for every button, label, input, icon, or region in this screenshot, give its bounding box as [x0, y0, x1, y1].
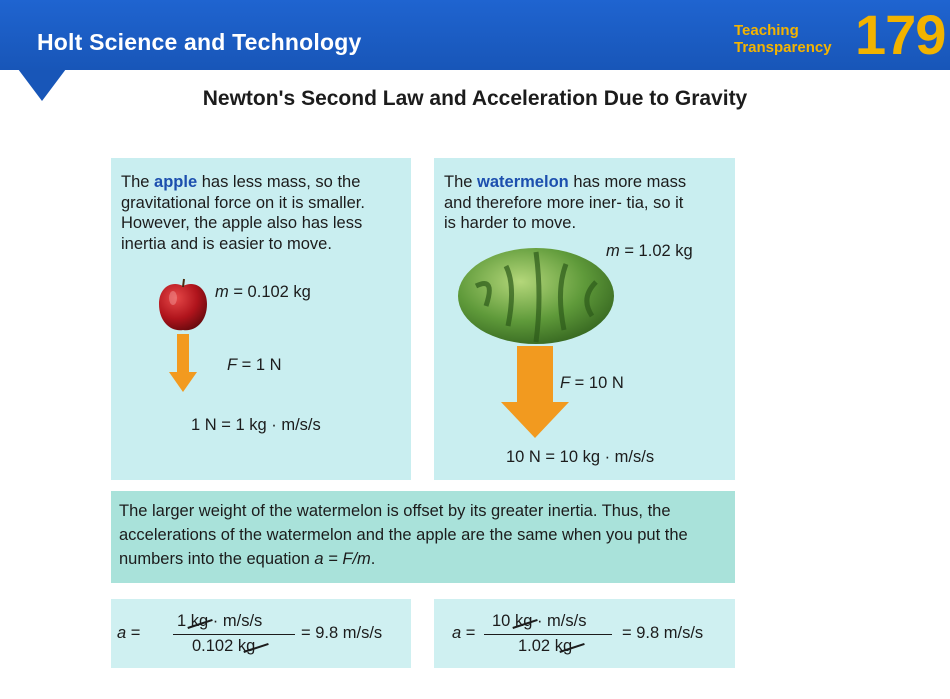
- watermelon-mass-value: = 1.02 kg: [619, 242, 693, 260]
- apple-text-before: The: [121, 173, 155, 191]
- summary-text: The larger weight of the watermelon is o…: [119, 499, 719, 571]
- apple-text-after: has less mass, so the gravitational forc…: [121, 173, 365, 253]
- watermelon-text-after: has more mass and therefore more iner- t…: [444, 173, 687, 232]
- watermelon-eq-numerator: 10 kg · m/s/s: [492, 612, 586, 631]
- watermelon-eq-lhs: a =: [452, 624, 475, 643]
- watermelon-mass-var: m: [606, 242, 620, 260]
- apple-num-value: 1: [177, 612, 191, 630]
- watermelon-den-value: 1.02: [518, 637, 555, 655]
- watermelon-mass-label: m = 1.02 kg: [606, 242, 693, 261]
- summary-equation: a = F/m: [314, 550, 371, 568]
- apple-panel: The apple has less mass, so the gravitat…: [111, 158, 411, 480]
- watermelon-force-var: F: [560, 374, 571, 392]
- apple-equation-panel: a = 1 kg · m/s/s 0.102 kg = 9.8 m/s/s: [111, 599, 411, 668]
- apple-force-label: F = 1 N: [227, 356, 282, 375]
- watermelon-eq-denominator: 1.02 kg: [518, 637, 572, 656]
- summary-text-before: The larger weight of the watermelon is o…: [119, 502, 688, 568]
- series-title: Holt Science and Technology: [37, 29, 362, 55]
- apple-den-value: 0.102: [192, 637, 238, 655]
- apple-force-arrow: [169, 334, 197, 392]
- watermelon-text-before: The: [444, 173, 478, 191]
- transparency-label-line2: Transparency: [734, 39, 832, 56]
- summary-box: The larger weight of the watermelon is o…: [111, 491, 735, 583]
- watermelon-force-value: = 10 N: [570, 374, 624, 392]
- watermelon-keyword: watermelon: [477, 173, 569, 191]
- apple-num-rest: · m/s/s: [208, 612, 263, 630]
- summary-text-after: .: [370, 550, 376, 568]
- apple-fraction-bar: [173, 634, 295, 635]
- watermelon-description: The watermelon has more mass and therefo…: [444, 172, 694, 234]
- apple-eq-lhs: a =: [117, 624, 140, 643]
- apple-force-var: F: [227, 356, 238, 374]
- apple-eq-equals: =: [126, 624, 141, 642]
- page-title: Newton's Second Law and Acceleration Due…: [202, 87, 748, 110]
- apple-den-unit: kg: [237, 637, 256, 655]
- apple-illustration: [159, 278, 207, 331]
- watermelon-force-label: F = 10 N: [560, 374, 624, 393]
- header-bar: [0, 0, 950, 70]
- watermelon-eq-var: a: [452, 624, 462, 642]
- transparency-label-line1: Teaching: [734, 22, 799, 39]
- header-notch: [18, 69, 66, 101]
- watermelon-force-arrow: [501, 346, 569, 438]
- watermelon-num-rest: · m/s/s: [532, 612, 587, 630]
- apple-eq-numerator: 1 kg · m/s/s: [177, 612, 262, 631]
- watermelon-panel: The watermelon has more mass and therefo…: [434, 158, 735, 480]
- apple-eq-result: = 9.8 m/s/s: [301, 624, 383, 642]
- watermelon-eq-equals: =: [461, 624, 476, 642]
- watermelon-eq-result: = 9.8 m/s/s: [622, 624, 704, 642]
- apple-keyword: apple: [154, 173, 198, 191]
- watermelon-num-value: 10: [492, 612, 515, 630]
- apple-description: The apple has less mass, so the gravitat…: [121, 172, 391, 254]
- apple-mass-var: m: [215, 283, 229, 301]
- apple-unit-equation: 1 N = 1 kg · m/s/s: [191, 416, 321, 434]
- watermelon-fraction-bar: [484, 634, 612, 635]
- apple-mass-label: m = 0.102 kg: [215, 283, 311, 302]
- watermelon-unit-equation: 10 N = 10 kg · m/s/s: [506, 448, 655, 466]
- watermelon-equation-panel: a = 10 kg · m/s/s 1.02 kg = 9.8 m/s/s: [434, 599, 735, 668]
- watermelon-den-unit: kg: [554, 637, 573, 655]
- apple-force-value: = 1 N: [237, 356, 282, 374]
- apple-eq-denominator: 0.102 kg: [192, 637, 255, 656]
- watermelon-illustration: [458, 248, 614, 344]
- apple-mass-value: = 0.102 kg: [228, 283, 311, 301]
- transparency-label: Teaching Transparency: [734, 22, 832, 56]
- apple-eq-var: a: [117, 624, 127, 642]
- transparency-number: 179: [855, 3, 946, 66]
